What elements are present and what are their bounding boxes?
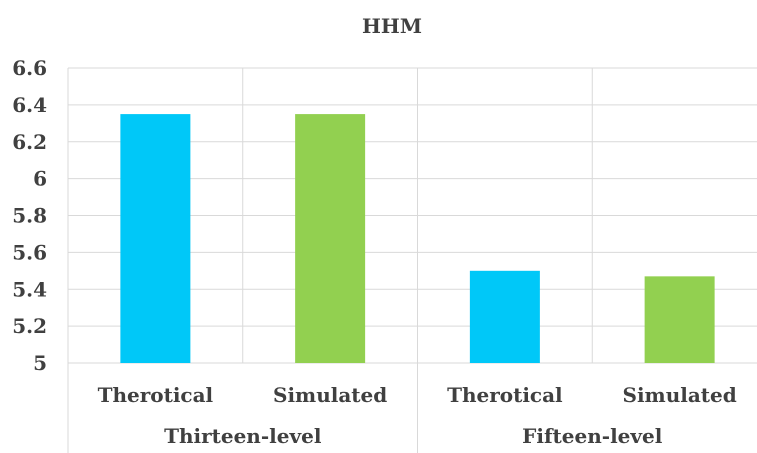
y-axis-ticks: 5 5.2 5.4 5.6 5.8 6 6.2 6.4 6.6: [12, 56, 47, 375]
x-group-label: Thirteen-level: [164, 424, 322, 448]
bar: [644, 276, 715, 363]
y-tick-label: 6.6: [12, 56, 47, 80]
x-category-label: Therotical: [447, 383, 563, 407]
bar: [295, 114, 366, 363]
y-tick-label: 5.6: [12, 240, 47, 264]
x-category-label: Simulated: [623, 383, 737, 407]
x-axis: Therotical Simulated Therotical Simulated Th…: [98, 383, 737, 448]
y-tick-label: 5.8: [12, 204, 47, 228]
y-tick-label: 6.4: [12, 93, 47, 117]
bars: [120, 114, 715, 363]
x-group-label: Fifteen-level: [522, 424, 663, 448]
y-tick-label: 5: [33, 351, 47, 375]
bar: [120, 114, 191, 363]
y-tick-label: 6.2: [12, 130, 47, 154]
x-category-label: Simulated: [273, 383, 387, 407]
y-tick-label: 5.2: [12, 314, 47, 338]
y-tick-label: 6: [33, 167, 47, 191]
x-category-label: Therotical: [98, 383, 214, 407]
chart-title: HHM: [362, 14, 422, 38]
bar: [469, 270, 540, 363]
y-tick-label: 5.4: [12, 277, 47, 301]
